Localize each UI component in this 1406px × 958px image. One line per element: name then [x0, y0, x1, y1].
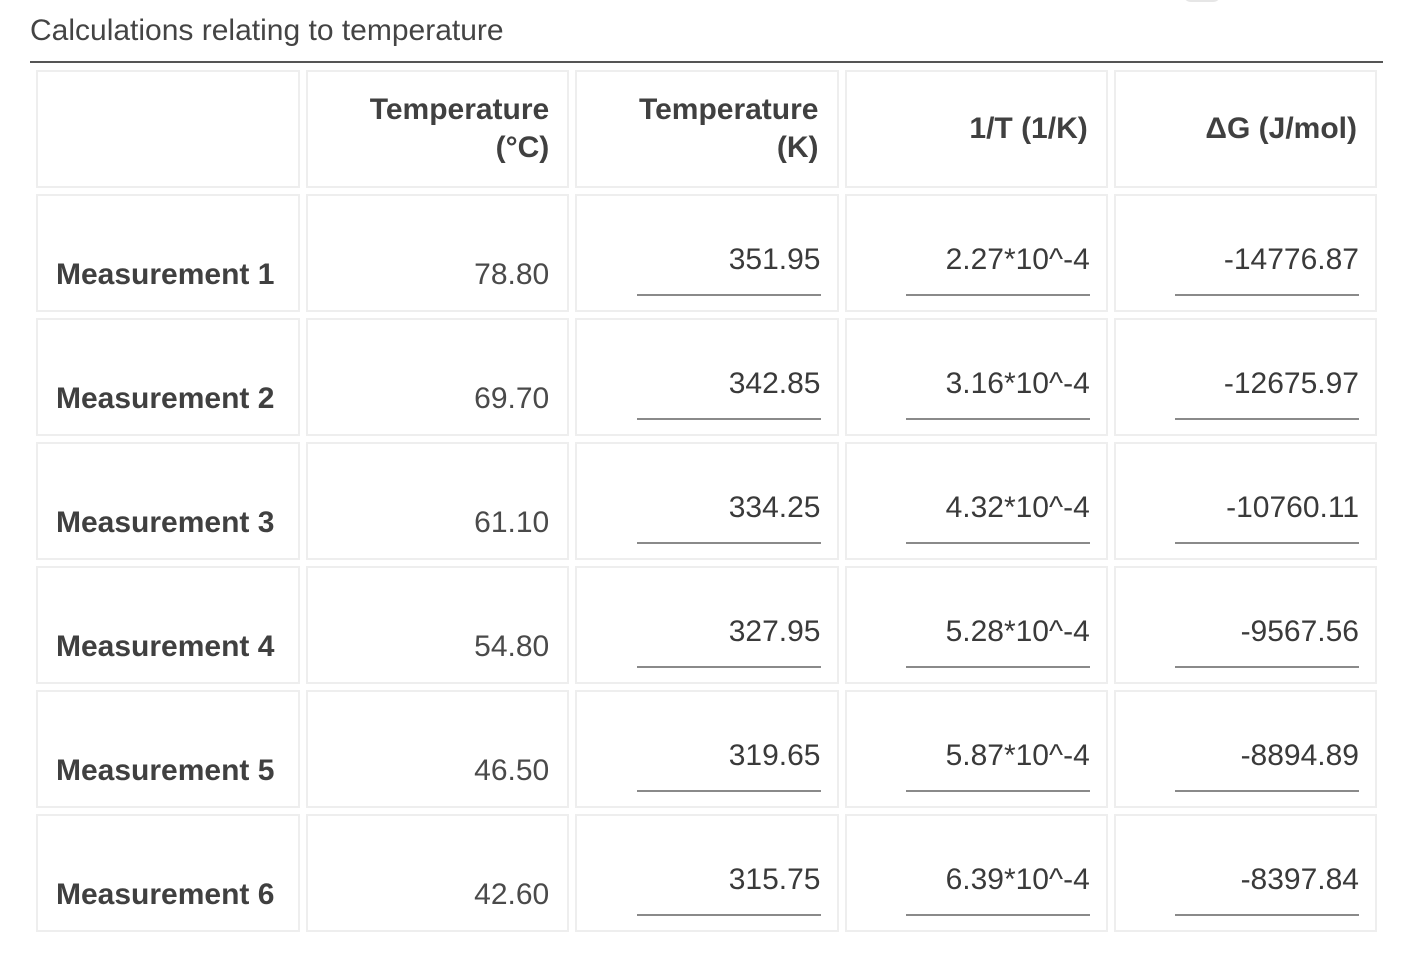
inverse-temperature-field-cell: [844, 194, 1108, 312]
temperature-k-field-cell: [575, 318, 839, 436]
temperature-c-value: 78.80: [306, 194, 570, 312]
header-temperature-c-line1: Temperature: [369, 93, 550, 126]
delta-g-field-cell: [1113, 194, 1377, 312]
delta-g-field[interactable]: [1175, 612, 1359, 668]
row-label: Measurement 2: [36, 318, 300, 436]
temperature-k-field-cell: [575, 690, 839, 808]
temperature-k-field-cell: [575, 194, 839, 312]
inverse-temperature-field[interactable]: [905, 240, 1090, 296]
temperature-calculations-table: Temperature (°C) Temperature (K) 1/T (1/…: [30, 64, 1383, 938]
row-label: Measurement 4: [36, 566, 300, 684]
delta-g-field-cell: [1113, 814, 1377, 932]
temperature-k-field[interactable]: [636, 612, 821, 668]
row-label: Measurement 3: [36, 442, 300, 560]
temperature-k-field-cell: [575, 814, 839, 932]
inverse-temperature-field[interactable]: [905, 736, 1090, 792]
row-label: Measurement 5: [36, 690, 300, 808]
section-title: Calculations relating to temperature: [30, 14, 504, 47]
inverse-temperature-field[interactable]: [905, 860, 1090, 916]
header-temperature-k-line1: Temperature: [638, 93, 819, 126]
row-label: Measurement 1: [36, 194, 300, 312]
temperature-k-field-cell: [575, 442, 839, 560]
table-body: Measurement 178.80Measurement 269.70Meas…: [36, 194, 1377, 932]
temperature-c-value: 46.50: [306, 690, 570, 808]
temperature-k-field[interactable]: [636, 736, 821, 792]
header-temperature-c: Temperature (°C): [306, 70, 570, 188]
inverse-temperature-field-cell: [844, 566, 1108, 684]
table-row: Measurement 6 42.60: [36, 814, 1377, 932]
delta-g-field-cell: [1113, 690, 1377, 808]
inverse-temperature-field-cell: [844, 814, 1108, 932]
header-inverse-temperature: 1/T (1/K): [844, 70, 1108, 188]
header-temperature-k: Temperature (K): [575, 70, 839, 188]
table-row: Measurement 1 78.80: [36, 194, 1377, 312]
row-label: Measurement 6: [36, 814, 300, 932]
delta-g-field[interactable]: [1175, 860, 1359, 916]
temperature-c-value: 42.60: [306, 814, 570, 932]
inverse-temperature-field-cell: [844, 318, 1108, 436]
temperature-c-value: 54.80: [306, 566, 570, 684]
temperature-k-field[interactable]: [636, 860, 821, 916]
table-row: Measurement 5 46.50: [36, 690, 1377, 808]
delta-g-field-cell: [1113, 318, 1377, 436]
delta-g-field-cell: [1113, 442, 1377, 560]
scroll-shadow-decoration: [1183, 0, 1221, 2]
delta-g-field[interactable]: [1175, 240, 1359, 296]
inverse-temperature-field-cell: [844, 690, 1108, 808]
header-temperature-c-line2: (°C): [495, 131, 550, 164]
temperature-c-value: 61.10: [306, 442, 570, 560]
inverse-temperature-field[interactable]: [905, 364, 1090, 420]
delta-g-field[interactable]: [1175, 488, 1359, 544]
table-row: Measurement 4 54.80: [36, 566, 1377, 684]
temperature-c-value: 69.70: [306, 318, 570, 436]
inverse-temperature-field-cell: [844, 442, 1108, 560]
title-divider: [30, 61, 1383, 63]
header-temperature-k-line2: (K): [776, 131, 819, 164]
table-row: Measurement 2 69.70: [36, 318, 1377, 436]
delta-g-field[interactable]: [1175, 364, 1359, 420]
header-delta-g: ΔG (J/mol): [1113, 70, 1377, 188]
inverse-temperature-field[interactable]: [905, 612, 1090, 668]
table-row: Measurement 3 61.10: [36, 442, 1377, 560]
temperature-k-field[interactable]: [636, 240, 821, 296]
inverse-temperature-field[interactable]: [905, 488, 1090, 544]
temperature-k-field[interactable]: [636, 364, 821, 420]
header-corner: [36, 70, 300, 188]
temperature-k-field[interactable]: [636, 488, 821, 544]
delta-g-field[interactable]: [1175, 736, 1359, 792]
temperature-k-field-cell: [575, 566, 839, 684]
header-row: Temperature (°C) Temperature (K) 1/T (1/…: [36, 70, 1377, 188]
delta-g-field-cell: [1113, 566, 1377, 684]
